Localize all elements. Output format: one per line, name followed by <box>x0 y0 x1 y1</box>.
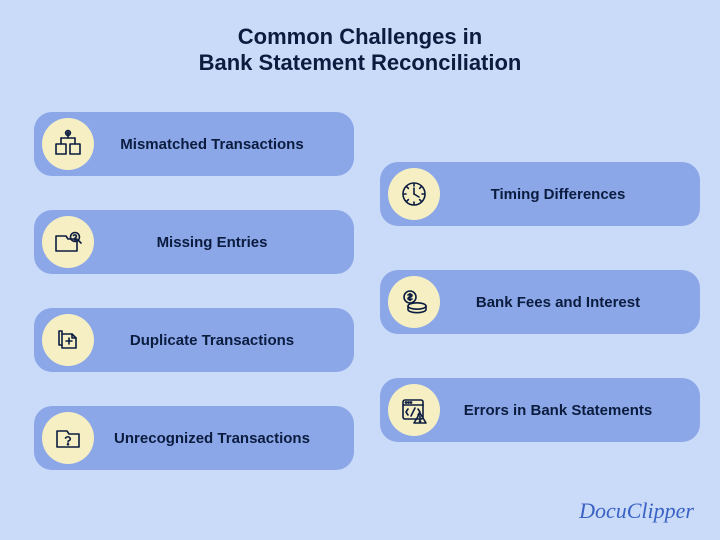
errors-icon <box>388 384 440 436</box>
clock-icon <box>388 168 440 220</box>
item-timing-differences: Timing Differences <box>380 162 700 226</box>
infographic-canvas: Common Challenges in Bank Statement Reco… <box>0 0 720 540</box>
missing-icon <box>42 216 94 268</box>
right-column: Timing Differences Bank Fees and Interes… <box>380 162 700 442</box>
item-errors-in-bank-statements: Errors in Bank Statements <box>380 378 700 442</box>
item-missing-entries: Missing Entries <box>34 210 354 274</box>
item-duplicate-transactions: Duplicate Transactions <box>34 308 354 372</box>
left-column: Mismatched Transactions Missing Entries <box>34 112 354 470</box>
item-unrecognized-transactions: Unrecognized Transactions <box>34 406 354 470</box>
duplicate-icon <box>42 314 94 366</box>
coins-icon <box>388 276 440 328</box>
brand-logo: DocuClipper <box>579 498 694 524</box>
page-title: Common Challenges in Bank Statement Reco… <box>0 24 720 77</box>
unrecognized-icon <box>42 412 94 464</box>
item-mismatched-transactions: Mismatched Transactions <box>34 112 354 176</box>
mismatched-icon <box>42 118 94 170</box>
item-bank-fees-interest: Bank Fees and Interest <box>380 270 700 334</box>
